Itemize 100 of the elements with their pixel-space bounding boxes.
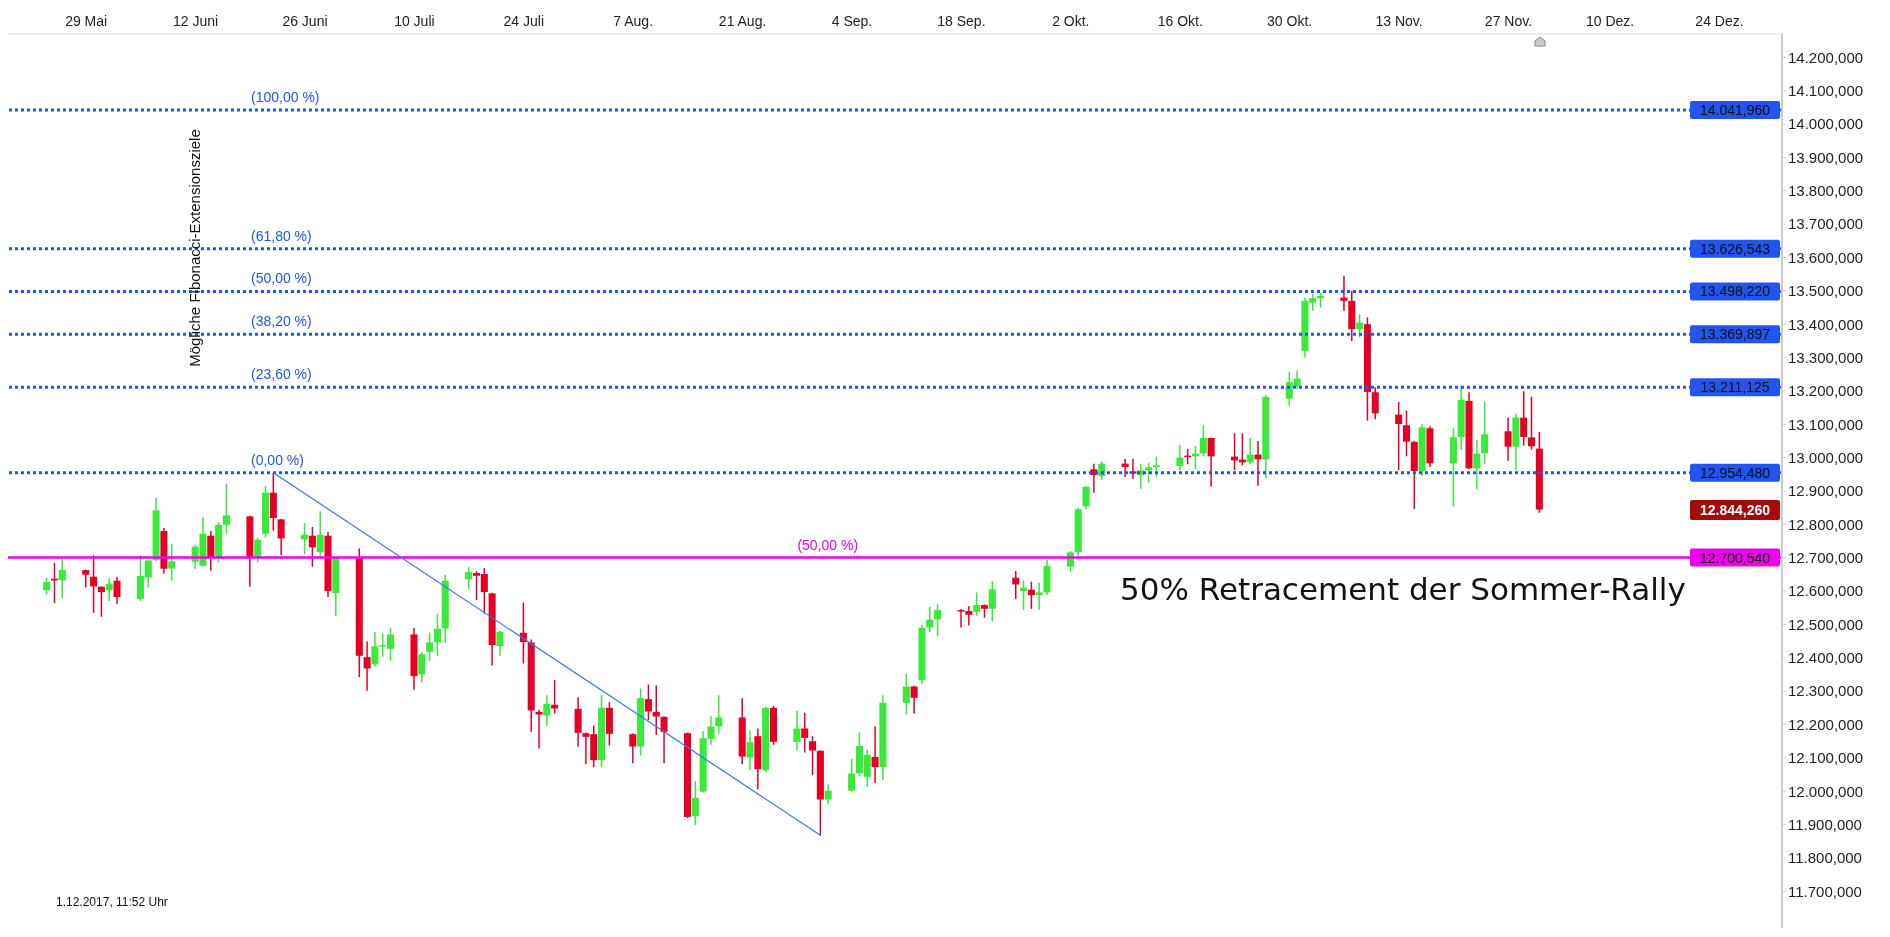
- candlestick: [496, 630, 504, 657]
- candlestick: [316, 510, 324, 558]
- annotation: (0,00 %): [251, 451, 304, 468]
- candlestick: [926, 606, 934, 633]
- candlestick: [465, 566, 473, 591]
- x-tick-label: 21 Aug.: [718, 13, 767, 29]
- annotation: (50,00 %): [797, 536, 859, 553]
- candlestick: [1082, 484, 1090, 510]
- candlestick: [973, 591, 981, 617]
- y-tick-label: 14.100,000: [1788, 82, 1864, 100]
- candlestick: [652, 684, 660, 736]
- x-tick-label: 24 Dez.: [1695, 13, 1744, 29]
- candlestick: [1402, 409, 1410, 458]
- candlestick: [543, 694, 551, 727]
- candlestick: [801, 712, 809, 754]
- y-tick-label: 13.400,000: [1788, 315, 1864, 333]
- y-tick-label: 11.800,000: [1788, 849, 1862, 867]
- candlestick: [644, 683, 652, 721]
- candlestick: [871, 725, 879, 784]
- candlestick: [254, 536, 262, 563]
- ref-line-label: 13.211,125: [1700, 379, 1770, 396]
- candlestick: [222, 483, 230, 535]
- candlestick: [793, 710, 801, 752]
- y-tick-label: 13.600,000: [1788, 248, 1864, 266]
- x-tick-label: 24 Juli: [503, 13, 545, 29]
- x-tick-label: 18 Sep.: [937, 13, 986, 29]
- y-tick-label: 11.700,000: [1788, 882, 1862, 900]
- annotation: Mögliche Fibonacci-Extensionsziele: [185, 129, 203, 367]
- candlestick: [1520, 390, 1528, 447]
- candlestick: [113, 575, 121, 605]
- candlestick: [660, 715, 668, 764]
- candlestick: [105, 577, 113, 602]
- candlestick: [1371, 386, 1379, 421]
- y-tick-label: 13.500,000: [1788, 282, 1864, 300]
- ref-line-label: 12.700,540: [1699, 549, 1771, 566]
- candlestick: [910, 685, 918, 715]
- y-tick-label: 12.600,000: [1788, 582, 1864, 600]
- x-tick-label: 10 Dez.: [1585, 13, 1635, 29]
- y-tick-label: 12.100,000: [1788, 749, 1864, 767]
- candlestick: [1473, 439, 1481, 491]
- annotation: (23,60 %): [251, 366, 312, 383]
- candlestick: [809, 735, 817, 776]
- x-tick-label: 4 Sep.: [831, 13, 873, 29]
- annotation: 1.12.2017, 11:52 Uhr: [56, 895, 168, 909]
- candlestick: [551, 679, 559, 715]
- candlestick: [1121, 457, 1129, 478]
- candlestick: [1246, 437, 1254, 466]
- candlestick: [277, 517, 285, 556]
- y-tick-label: 12.800,000: [1788, 515, 1864, 533]
- candlestick: [1340, 275, 1348, 312]
- y-tick-label: 12.500,000: [1788, 615, 1864, 633]
- y-tick-label: 12.200,000: [1788, 715, 1864, 733]
- x-tick-label: 12 Juni: [172, 13, 219, 29]
- candlestick: [1145, 461, 1153, 484]
- candlestick: [1152, 455, 1160, 478]
- y-tick-label: 13.300,000: [1788, 348, 1864, 366]
- y-tick-label: 13.200,000: [1788, 382, 1864, 400]
- y-tick-label: 12.300,000: [1788, 682, 1864, 700]
- candlestick: [988, 580, 996, 623]
- candlestick: [433, 613, 441, 657]
- candlestick: [934, 603, 942, 637]
- candlestick: [1199, 424, 1207, 458]
- y-tick-label: 13.100,000: [1788, 415, 1864, 433]
- ref-line-label: 13.626,543: [1699, 240, 1771, 257]
- ref-line-label: 12.954,480: [1699, 464, 1771, 481]
- x-tick-label: 26 Juni: [282, 13, 328, 29]
- annotation: (61,80 %): [251, 227, 312, 244]
- y-tick-label: 12.900,000: [1788, 482, 1864, 500]
- candlestick: [308, 526, 316, 568]
- x-tick-label: 10 Juli: [394, 13, 435, 29]
- candlestick: [1035, 581, 1043, 611]
- candlestick: [1481, 401, 1489, 466]
- candlestick: [848, 758, 856, 793]
- candlestick: [1207, 436, 1215, 488]
- y-tick-label: 12.700,000: [1788, 549, 1864, 567]
- y-tick-label: 13.900,000: [1788, 148, 1864, 166]
- ref-line-label: 13.498,220: [1699, 283, 1771, 300]
- ref-line-label: 14.041,960: [1699, 102, 1771, 119]
- candlestick: [97, 585, 105, 618]
- candlestick: [691, 780, 699, 826]
- annotation: (50,00 %): [251, 270, 312, 287]
- y-tick-label: 13.000,000: [1788, 448, 1864, 466]
- candlestick: [1504, 416, 1512, 462]
- candlestick: [58, 557, 66, 599]
- candlestick: [629, 732, 637, 764]
- y-tick-label: 14.000,000: [1788, 115, 1864, 133]
- x-tick-label: 27 Nov.: [1484, 13, 1533, 29]
- candlestick: [1027, 580, 1035, 610]
- candlestick: [1020, 579, 1028, 611]
- annotation: 50% Retracement der Sommer-Rally: [1120, 571, 1686, 607]
- x-tick-label: 13 Nov.: [1375, 13, 1423, 29]
- candlestick: [746, 729, 754, 771]
- candlestick: [363, 640, 371, 692]
- ref-line-label: 13.369,897: [1699, 326, 1771, 343]
- x-tick-label: 30 Okt.: [1267, 13, 1313, 29]
- x-tick-label: 2 Okt.: [1052, 13, 1090, 29]
- annotation: 12.844,260: [1690, 499, 1780, 520]
- y-tick-label: 12.400,000: [1788, 649, 1864, 667]
- x-tick-label: 16 Okt.: [1157, 13, 1203, 29]
- annotation: (38,20 %): [251, 313, 312, 330]
